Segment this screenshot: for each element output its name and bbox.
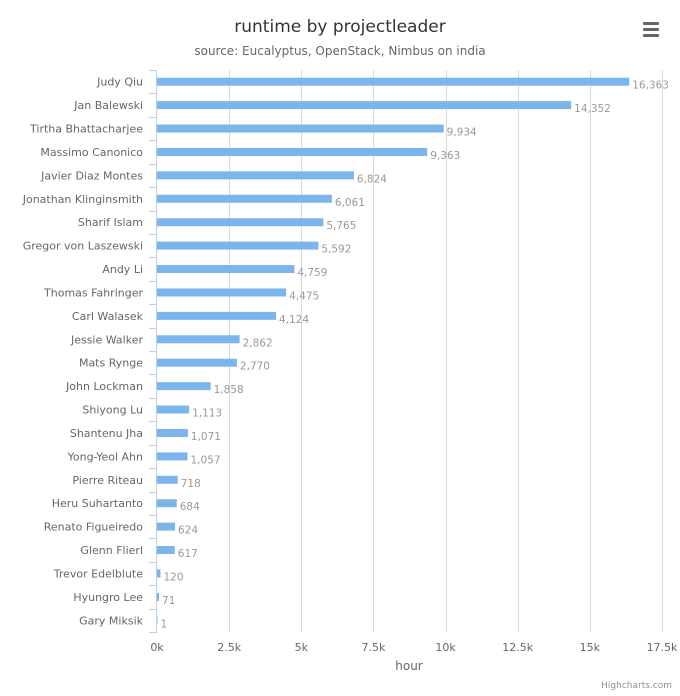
bar bbox=[157, 475, 178, 484]
category-label: Shiyong Lu bbox=[82, 404, 143, 417]
bar bbox=[157, 288, 287, 297]
category-label: Mats Rynge bbox=[79, 357, 143, 370]
category-label: Gregor von Laszewski bbox=[23, 240, 143, 253]
category-label: Shantenu Jha bbox=[70, 427, 143, 440]
category-label: Renato Figueiredo bbox=[44, 521, 144, 534]
category-label: Hyungro Lee bbox=[73, 591, 143, 604]
bar bbox=[157, 124, 444, 133]
data-label: 71 bbox=[162, 595, 175, 607]
bar bbox=[157, 218, 324, 227]
bar bbox=[157, 77, 630, 86]
x-tick-label: 17.5k bbox=[647, 641, 678, 654]
grid-lines bbox=[149, 70, 663, 633]
bar bbox=[157, 592, 160, 601]
category-label: Carl Walasek bbox=[72, 310, 144, 323]
bar bbox=[157, 569, 161, 578]
category-label: Jessie Walker bbox=[70, 333, 144, 346]
data-label: 2,862 bbox=[243, 337, 273, 349]
category-labels: Judy Qiu Jan Balewski Tirtha Bhattacharjee… bbox=[22, 76, 144, 628]
data-label: 718 bbox=[181, 478, 201, 490]
x-tick-label: 12.5k bbox=[502, 641, 533, 654]
category-label: Massimo Canonico bbox=[40, 146, 143, 159]
bar bbox=[157, 405, 190, 414]
data-label: 5,765 bbox=[326, 220, 356, 232]
data-label: 9,363 bbox=[430, 150, 460, 162]
data-label: 1,113 bbox=[192, 408, 222, 420]
bar bbox=[157, 194, 332, 203]
data-label: 1,057 bbox=[191, 454, 221, 466]
data-label: 120 bbox=[163, 571, 183, 583]
data-label: 684 bbox=[180, 501, 200, 513]
x-axis-tick-labels: 0k 2.5k 5k 7.5k 10k 12.5k 15k 17.5k bbox=[150, 641, 678, 654]
category-label: Glenn Flierl bbox=[80, 544, 143, 557]
x-tick-label: 5k bbox=[295, 641, 309, 654]
category-label: Thomas Fahringer bbox=[43, 286, 143, 299]
data-label: 14,352 bbox=[574, 103, 611, 115]
category-label: Javier Diaz Montes bbox=[40, 169, 143, 182]
data-label: 4,475 bbox=[289, 290, 319, 302]
credits-link[interactable]: Highcharts.com bbox=[601, 681, 672, 691]
bar bbox=[157, 147, 428, 156]
chart-subtitle: source: Eucalyptus, OpenStack, Nimbus on… bbox=[194, 44, 485, 58]
category-label: John Lockman bbox=[65, 380, 143, 393]
category-label: Heru Suhartanto bbox=[52, 497, 144, 510]
bar bbox=[157, 616, 158, 625]
data-label: 617 bbox=[178, 548, 198, 560]
category-label: Sharif Islam bbox=[78, 216, 143, 229]
category-label: Tirtha Bhattacharjee bbox=[29, 123, 143, 136]
category-label: Trevor Edelblute bbox=[53, 567, 143, 580]
data-label: 1,071 bbox=[191, 431, 221, 443]
bar bbox=[157, 428, 188, 437]
data-labels: 16,363 14,352 9,934 9,363 6,824 6,061 5,765 5,5… bbox=[161, 80, 669, 631]
data-label: 4,124 bbox=[279, 314, 309, 326]
x-tick-label: 7.5k bbox=[361, 641, 385, 654]
hamburger-menu-icon[interactable] bbox=[636, 16, 666, 42]
category-label: Judy Qiu bbox=[96, 76, 143, 89]
bar bbox=[157, 311, 277, 320]
chart-title: runtime by projectleader bbox=[234, 17, 445, 37]
data-label: 1 bbox=[161, 618, 168, 630]
data-label: 5,592 bbox=[321, 244, 351, 256]
category-label: Pierre Riteau bbox=[72, 474, 143, 487]
category-label: Jan Balewski bbox=[73, 99, 143, 112]
bar bbox=[157, 382, 211, 391]
data-label: 624 bbox=[178, 525, 198, 537]
data-label: 4,759 bbox=[297, 267, 327, 279]
data-label: 9,934 bbox=[447, 127, 477, 139]
x-tick-label: 2.5k bbox=[217, 641, 241, 654]
bars-group bbox=[157, 77, 630, 625]
category-label: Andy Li bbox=[102, 263, 143, 276]
x-axis-title: hour bbox=[395, 659, 423, 673]
bar bbox=[157, 171, 354, 180]
bar bbox=[157, 452, 188, 461]
x-tick-label: 15k bbox=[580, 641, 601, 654]
data-label: 16,363 bbox=[632, 80, 669, 92]
bar bbox=[157, 499, 177, 508]
bar bbox=[157, 546, 175, 555]
bar bbox=[157, 522, 176, 531]
x-tick-label: 0k bbox=[150, 641, 164, 654]
category-label: Jonathan Klinginsmith bbox=[22, 193, 143, 206]
category-label: Yong-Yeol Ahn bbox=[67, 450, 143, 463]
data-label: 6,061 bbox=[335, 197, 365, 209]
bar bbox=[157, 241, 319, 250]
data-label: 6,824 bbox=[357, 173, 387, 185]
data-label: 2,770 bbox=[240, 361, 270, 373]
category-label: Gary Miksik bbox=[79, 614, 143, 627]
x-tick-label: 10k bbox=[435, 641, 456, 654]
data-label: 1,858 bbox=[214, 384, 244, 396]
bar bbox=[157, 335, 240, 344]
bar bbox=[157, 101, 572, 110]
bar bbox=[157, 265, 295, 274]
bar bbox=[157, 358, 237, 367]
